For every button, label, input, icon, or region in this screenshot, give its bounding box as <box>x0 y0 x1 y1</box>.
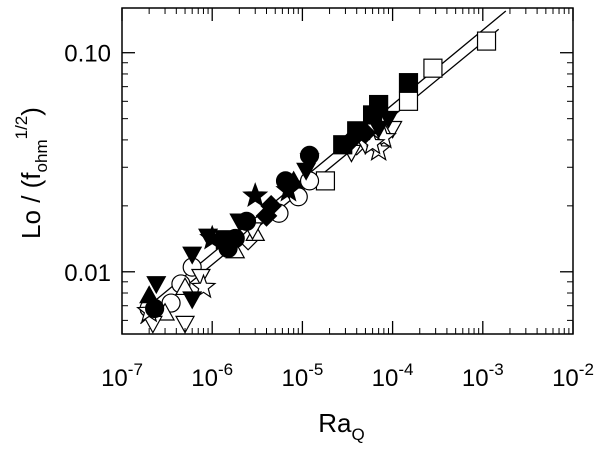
data-point-filled-diamond <box>255 205 278 227</box>
x-tick-label: 10-3 <box>462 360 504 392</box>
x-tick-label: 10-4 <box>372 360 414 392</box>
x-tick-label-base: 10 <box>101 365 128 392</box>
x-tick-label-base: 10 <box>552 365 579 392</box>
data-markers <box>136 31 497 334</box>
plot-frame <box>121 7 574 335</box>
data-point-filled-down-triangle <box>146 276 167 295</box>
x-tick-label-exponent: -6 <box>218 360 233 379</box>
fit-line <box>139 10 507 314</box>
x-tick-label-exponent: -2 <box>579 360 594 379</box>
x-axis-title-main: Ra <box>318 408 352 438</box>
x-tick-label: 10-6 <box>191 360 233 392</box>
x-tick-label-exponent: -5 <box>308 360 323 379</box>
data-point-open-down-triangle <box>190 268 211 287</box>
x-tick-label-exponent: -4 <box>398 360 413 379</box>
data-point-open-square <box>398 91 419 111</box>
y-axis-title-main: Lo / (f <box>16 172 46 239</box>
data-point-filled-circle <box>218 238 238 258</box>
y-axis-title-sub: ohm <box>32 139 51 172</box>
data-point-filled-circle <box>236 211 257 231</box>
data-point-filled-star <box>242 182 269 207</box>
y-axis-title-sup: 1/2 <box>12 116 31 140</box>
data-point-filled-circle <box>299 145 320 165</box>
data-point-filled-star <box>199 224 226 250</box>
x-tick-label-base: 10 <box>462 365 489 392</box>
data-point-open-down-triangle <box>175 315 196 334</box>
x-tick-label-base: 10 <box>372 365 399 392</box>
data-point-filled-diamond <box>354 122 377 144</box>
fit-lines <box>139 10 507 325</box>
y-tick-label: 0.10 <box>64 41 111 68</box>
y-axis-title-close: ) <box>16 107 46 116</box>
x-tick-label-exponent: -3 <box>489 360 504 379</box>
data-point-filled-up-triangle <box>283 170 304 189</box>
data-point-open-square <box>476 31 497 51</box>
data-point-filled-down-triangle <box>182 246 203 265</box>
x-tick-label: 10-5 <box>281 360 323 392</box>
data-point-filled-diamond <box>340 129 363 151</box>
axis-ticks <box>121 8 574 334</box>
data-point-filled-square <box>398 73 419 93</box>
tick-labels: 10-7 10-6 10-5 10-4 10-3 10-20.010.10 <box>64 41 594 392</box>
data-point-filled-up-triangle <box>139 285 160 304</box>
x-tick-label-base: 10 <box>281 365 308 392</box>
x-axis-title: RaQ <box>318 408 364 444</box>
data-point-filled-down-triangle <box>182 291 203 310</box>
x-axis-title-sub: Q <box>352 425 365 444</box>
x-tick-label: 10-7 <box>101 360 143 392</box>
data-point-filled-down-triangle <box>368 120 389 139</box>
x-tick-label-base: 10 <box>191 365 218 392</box>
data-point-open-star <box>190 273 217 299</box>
data-point-filled-down-triangle <box>378 110 399 129</box>
x-tick-label-exponent: -7 <box>128 360 143 379</box>
x-tick-label: 10-2 <box>552 360 594 392</box>
y-axis-title: Lo / (fohm1/2) <box>12 107 51 239</box>
y-tick-label: 0.01 <box>64 260 111 287</box>
data-point-open-square <box>423 58 443 78</box>
